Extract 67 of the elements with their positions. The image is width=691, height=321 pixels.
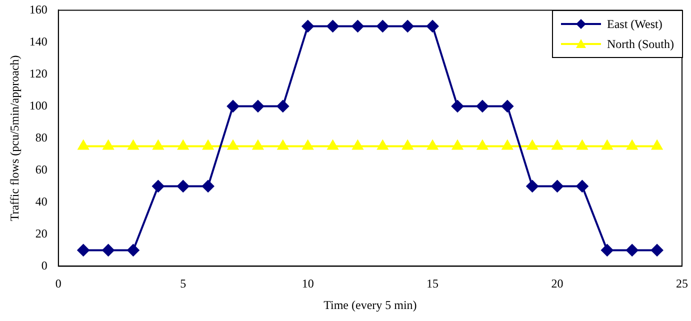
point bbox=[202, 180, 214, 192]
point bbox=[202, 140, 214, 150]
point bbox=[626, 244, 638, 256]
y-tick-label: 80 bbox=[35, 130, 48, 144]
x-tick-label: 20 bbox=[551, 276, 564, 291]
legend-label: East (West) bbox=[607, 16, 662, 32]
point bbox=[152, 140, 164, 150]
point bbox=[377, 140, 388, 150]
x-tick-label: 25 bbox=[676, 276, 688, 291]
y-tick-label: 120 bbox=[29, 66, 48, 80]
point bbox=[77, 244, 90, 256]
point bbox=[102, 140, 114, 150]
x-tick-label: 0 bbox=[55, 276, 62, 291]
point bbox=[302, 20, 314, 32]
x-tick-label: 10 bbox=[302, 276, 314, 291]
y-tick-label: 100 bbox=[29, 98, 48, 112]
point bbox=[427, 140, 438, 150]
point bbox=[626, 140, 638, 150]
point bbox=[501, 100, 514, 112]
point bbox=[476, 100, 488, 112]
point bbox=[252, 100, 264, 112]
y-tick-label: 40 bbox=[35, 194, 48, 208]
point bbox=[228, 140, 238, 150]
point bbox=[402, 140, 413, 150]
point bbox=[477, 140, 488, 150]
point bbox=[152, 180, 164, 192]
point bbox=[527, 140, 538, 150]
point bbox=[402, 20, 414, 32]
point bbox=[177, 180, 190, 192]
point bbox=[452, 100, 464, 112]
point bbox=[576, 140, 588, 150]
point bbox=[652, 140, 662, 150]
y-tick-label: 160 bbox=[29, 2, 48, 16]
point bbox=[352, 140, 364, 150]
point bbox=[78, 140, 89, 150]
point bbox=[376, 20, 389, 32]
point bbox=[276, 100, 289, 112]
legend-label: North (South) bbox=[607, 36, 674, 52]
y-tick-label: 0 bbox=[41, 258, 48, 272]
point bbox=[576, 180, 588, 192]
y-tick-label: 60 bbox=[35, 162, 48, 176]
x-axis-title: Time (every 5 min) bbox=[324, 298, 417, 312]
point bbox=[426, 20, 439, 32]
x-tick-label: 15 bbox=[426, 276, 439, 291]
y-tick-label: 140 bbox=[29, 34, 48, 48]
point bbox=[601, 244, 614, 256]
point bbox=[526, 180, 538, 192]
point bbox=[552, 140, 563, 150]
point bbox=[252, 140, 264, 150]
point bbox=[128, 140, 139, 150]
point bbox=[178, 140, 188, 150]
point bbox=[502, 140, 513, 150]
point bbox=[651, 244, 664, 256]
point bbox=[102, 244, 114, 256]
point bbox=[326, 20, 339, 32]
point bbox=[352, 20, 364, 32]
point bbox=[127, 244, 140, 256]
y-axis-title: Traffic flows (pcu/5min/approach) bbox=[7, 55, 22, 222]
point bbox=[302, 140, 314, 150]
point bbox=[551, 180, 564, 192]
point bbox=[602, 140, 612, 150]
point bbox=[278, 140, 288, 150]
point bbox=[452, 140, 463, 150]
y-tick-label: 20 bbox=[35, 226, 48, 240]
x-tick-label: 5 bbox=[180, 276, 186, 291]
point bbox=[227, 100, 240, 112]
point bbox=[327, 140, 338, 150]
